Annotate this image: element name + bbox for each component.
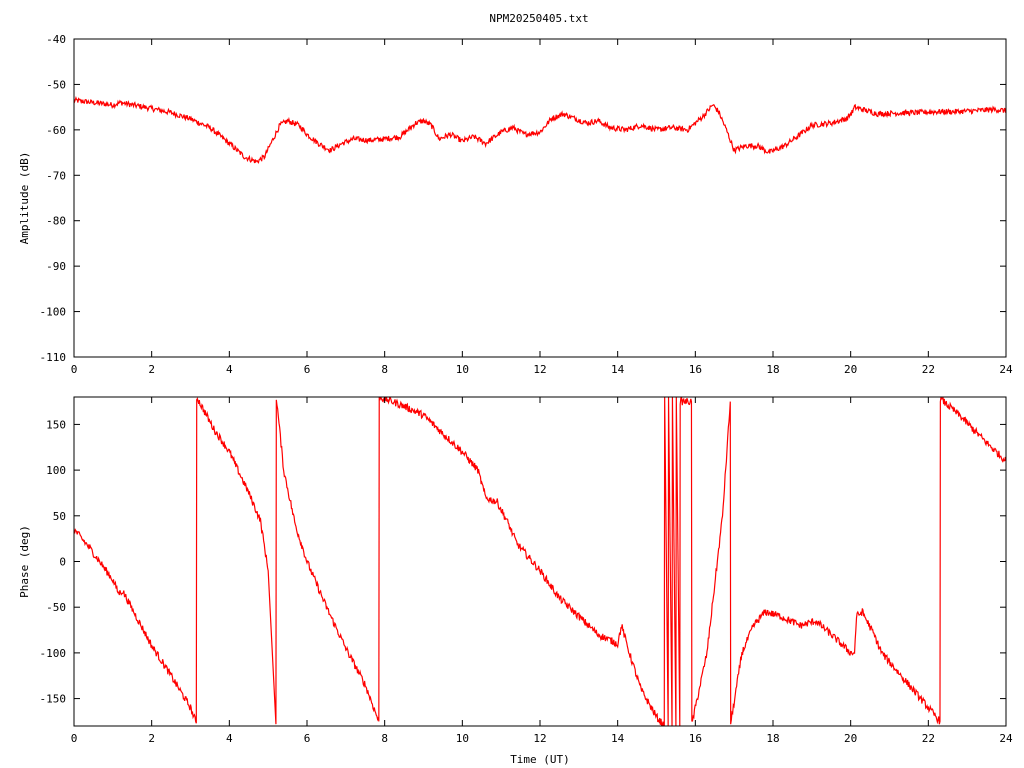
amplitude-y-tick-label: -110 bbox=[40, 351, 67, 364]
amplitude-x-tick-label: 18 bbox=[766, 363, 779, 376]
phase-x-tick-label: 4 bbox=[226, 732, 233, 745]
amplitude-y-tick-label: -60 bbox=[46, 124, 66, 137]
phase-y-tick-label: 100 bbox=[46, 464, 66, 477]
amplitude-y-tick-label: -40 bbox=[46, 33, 66, 46]
amplitude-x-tick-label: 22 bbox=[922, 363, 935, 376]
phase-y-tick-label: -150 bbox=[40, 693, 67, 706]
phase-x-axis-title: Time (UT) bbox=[510, 753, 570, 766]
phase-y-tick-label: 0 bbox=[59, 556, 66, 569]
amplitude-y-axis-title: Amplitude (dB) bbox=[18, 152, 31, 245]
amplitude-series-line bbox=[74, 96, 1006, 164]
phase-x-tick-label: 8 bbox=[381, 732, 388, 745]
amplitude-y-tick-label: -80 bbox=[46, 215, 66, 228]
amplitude-x-tick-label: 0 bbox=[71, 363, 78, 376]
amplitude-x-tick-label: 4 bbox=[226, 363, 233, 376]
phase-series-line bbox=[74, 397, 1006, 726]
amplitude-x-tick-label: 6 bbox=[304, 363, 311, 376]
amplitude-y-tick-label: -100 bbox=[40, 306, 67, 319]
phase-y-tick-label: 150 bbox=[46, 418, 66, 431]
phase-x-tick-label: 2 bbox=[148, 732, 155, 745]
phase-x-tick-label: 24 bbox=[999, 732, 1013, 745]
amplitude-x-tick-label: 10 bbox=[456, 363, 469, 376]
amplitude-panel: 0 2 4 6 8 10 12 14 16 18 20 22 24-40-50-60-70-80-90-… bbox=[18, 33, 1013, 376]
phase-x-tick-label: 18 bbox=[766, 732, 779, 745]
phase-x-tick-label: 12 bbox=[533, 732, 546, 745]
amplitude-x-tick-label: 14 bbox=[611, 363, 625, 376]
amplitude-x-tick-label: 12 bbox=[533, 363, 546, 376]
phase-x-tick-label: 20 bbox=[844, 732, 857, 745]
amplitude-x-tick-label: 24 bbox=[999, 363, 1013, 376]
phase-x-tick-label: 6 bbox=[304, 732, 311, 745]
figure-title: NPM20250405.txt bbox=[489, 12, 588, 25]
amplitude-x-tick-label: 2 bbox=[148, 363, 155, 376]
amplitude-y-tick-label: -90 bbox=[46, 260, 66, 273]
amplitude-y-tick-label: -70 bbox=[46, 169, 66, 182]
amplitude-x-tick-label: 16 bbox=[689, 363, 702, 376]
phase-x-tick-label: 10 bbox=[456, 732, 469, 745]
phase-x-tick-label: 0 bbox=[71, 732, 78, 745]
phase-x-tick-label: 14 bbox=[611, 732, 625, 745]
phase-x-tick-label: 16 bbox=[689, 732, 702, 745]
amplitude-y-tick-label: -50 bbox=[46, 78, 66, 91]
phase-y-tick-label: -50 bbox=[46, 601, 66, 614]
phase-y-tick-label: -100 bbox=[40, 647, 67, 660]
phase-x-tick-label: 22 bbox=[922, 732, 935, 745]
phase-y-axis-title: Phase (deg) bbox=[18, 525, 31, 598]
phase-panel: 0 2 4 6 8 10 12 14 16 18 20 22 24150100500-50-100-15… bbox=[18, 396, 1013, 766]
phase-y-tick-label: 50 bbox=[53, 510, 66, 523]
amplitude-x-tick-label: 20 bbox=[844, 363, 857, 376]
amplitude-x-tick-label: 8 bbox=[381, 363, 388, 376]
